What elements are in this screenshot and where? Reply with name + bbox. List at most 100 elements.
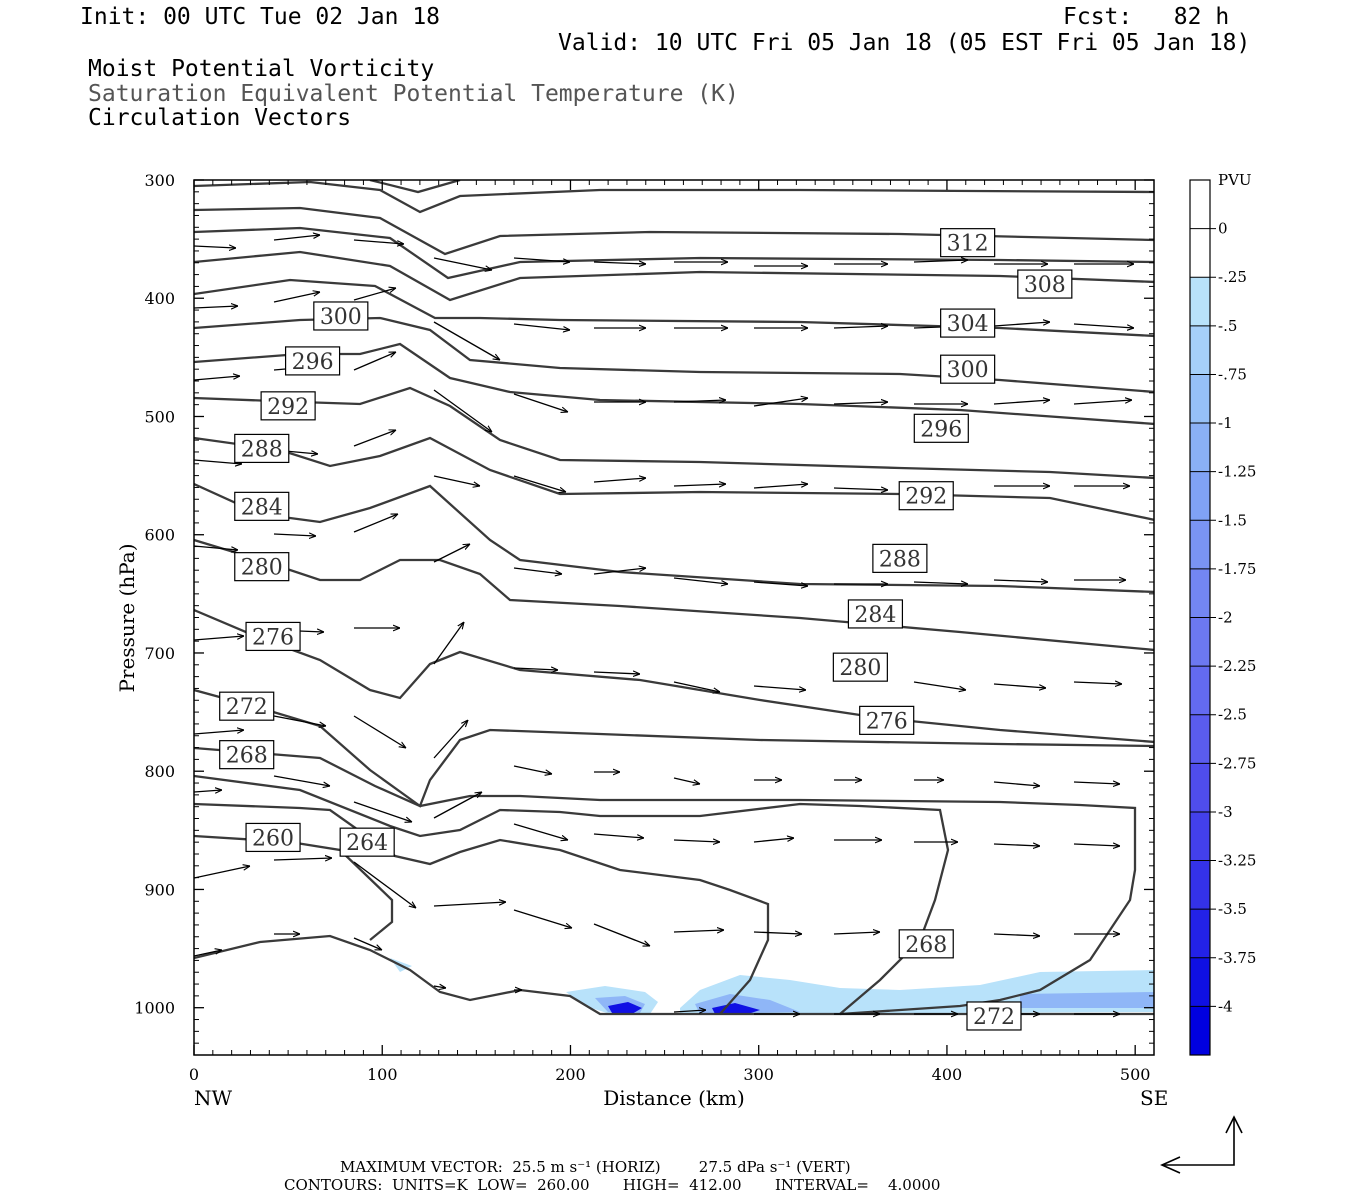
vector-arrow <box>753 838 794 843</box>
colorbar-label: -2.25 <box>1218 657 1256 675</box>
vector-arrow <box>593 672 640 674</box>
vector-arrow <box>593 833 644 838</box>
vector-arrow <box>593 478 646 483</box>
vector-arrow <box>673 484 726 486</box>
contour-label: 308 <box>1017 269 1073 299</box>
svg-text:284: 284 <box>241 495 283 520</box>
svg-text:260: 260 <box>252 826 294 851</box>
x-axis-title: Distance (km) <box>603 1086 745 1110</box>
vector-arrow <box>353 430 396 447</box>
contour-line <box>194 436 1154 521</box>
contour-line <box>194 482 1154 594</box>
vector-arrow <box>353 801 412 822</box>
vector-arrow <box>433 792 482 819</box>
colorbar-segment <box>1190 666 1210 716</box>
contour-label: 288 <box>234 433 290 464</box>
x-end-label-se: SE <box>1140 1086 1168 1110</box>
vector-arrow <box>513 909 572 928</box>
vector-arrow <box>513 323 570 330</box>
colorbar-segment <box>1190 763 1210 813</box>
colorbar-segment <box>1190 617 1210 667</box>
contour-line <box>194 538 1154 652</box>
vector-arrow <box>1073 844 1120 846</box>
contour-label: 288 <box>872 543 928 573</box>
vector-arrow <box>433 475 480 486</box>
colorbar-segment <box>1190 374 1210 424</box>
vector-arrow <box>273 858 332 860</box>
colorbar-unit: PVU <box>1218 171 1252 189</box>
contour-label: 292 <box>260 391 316 421</box>
contour-line <box>194 774 950 1015</box>
svg-text:268: 268 <box>905 933 947 958</box>
y-tick-label: 400 <box>144 289 175 308</box>
x-tick-label: 0 <box>189 1065 199 1084</box>
x-tick-label: 400 <box>932 1065 963 1084</box>
vector-arrow <box>353 513 398 533</box>
vector-arrow <box>513 475 566 492</box>
vector-arrow <box>673 1010 706 1012</box>
svg-text:272: 272 <box>973 1005 1015 1030</box>
svg-text:272: 272 <box>226 695 268 720</box>
vector-arrow <box>353 715 406 748</box>
colorbar-label: -3.75 <box>1218 949 1256 967</box>
vector-arrow <box>353 861 416 908</box>
contour-label: 276 <box>859 705 915 735</box>
vector-arrow <box>194 730 244 735</box>
colorbar-segment <box>1190 325 1210 375</box>
vector-arrow <box>194 459 242 464</box>
vector-arrow <box>194 950 222 957</box>
contour-label: 296 <box>913 413 969 443</box>
contour-label: 296 <box>284 346 341 376</box>
svg-text:304: 304 <box>947 312 989 337</box>
colorbar-segment <box>1190 423 1210 473</box>
valid-time: Valid: 10 UTC Fri 05 Jan 18 (05 EST Fri … <box>558 30 1251 56</box>
footer-max-vector: MAXIMUM VECTOR: 25.5 m s⁻¹ (HORIZ) 27.5 … <box>340 1158 851 1176</box>
y-axis-title: Pressure (hPa) <box>115 544 139 693</box>
contour-line <box>194 608 1154 744</box>
contour-line <box>194 386 1154 480</box>
colorbar-segment <box>1190 180 1210 230</box>
vector-arrow <box>194 306 238 308</box>
vector-arrow <box>194 545 238 550</box>
vector-arrow <box>433 902 506 907</box>
contour-label: 272 <box>219 691 275 721</box>
y-tick-label: 800 <box>144 762 175 781</box>
vector-arrow <box>273 775 330 786</box>
contour-label: 264 <box>339 827 395 857</box>
vector-arrow <box>833 326 888 328</box>
contour-label: 300 <box>313 301 369 331</box>
contour-label: 284 <box>847 599 904 629</box>
vector-arrow <box>993 683 1046 688</box>
colorbar-label: -3.25 <box>1218 852 1256 870</box>
circulation-vectors <box>194 235 1134 1014</box>
vector-arrow <box>993 934 1040 936</box>
vector-arrow <box>673 840 720 842</box>
pv-shading <box>390 958 1154 1015</box>
vector-arrow <box>673 777 700 784</box>
vector-arrow <box>513 765 552 774</box>
vector-arrow <box>513 393 568 412</box>
vector-arrow <box>353 351 396 371</box>
vector-arrow <box>1073 682 1122 684</box>
colorbar-label: 0 <box>1218 220 1228 238</box>
contour-label: 268 <box>219 740 275 770</box>
field-title-vectors: Circulation Vectors <box>88 105 352 131</box>
y-tick-label: 1000 <box>134 999 175 1018</box>
init-time: Init: 00 UTC Tue 02 Jan 18 <box>80 4 441 30</box>
contour-label: 276 <box>245 621 301 652</box>
vector-arrow <box>993 844 1040 846</box>
contour-line <box>369 180 461 194</box>
colorbar-segment <box>1190 811 1210 862</box>
svg-text:300: 300 <box>947 358 989 383</box>
axes: 300 400 500 600 700 800 900 1000 0 100 200 300 400 50… <box>134 171 1154 1084</box>
vector-arrow <box>993 322 1050 327</box>
vector-arrow <box>673 681 720 692</box>
contour-line <box>194 802 770 1015</box>
svg-text:264: 264 <box>346 831 388 856</box>
field-title-theta: Saturation Equivalent Potential Temperat… <box>88 81 739 107</box>
x-tick-label: 300 <box>743 1065 774 1084</box>
vector-arrow <box>673 930 724 932</box>
vector-arrow <box>273 715 326 726</box>
contour-label: 260 <box>245 822 301 853</box>
svg-text:300: 300 <box>320 305 362 330</box>
